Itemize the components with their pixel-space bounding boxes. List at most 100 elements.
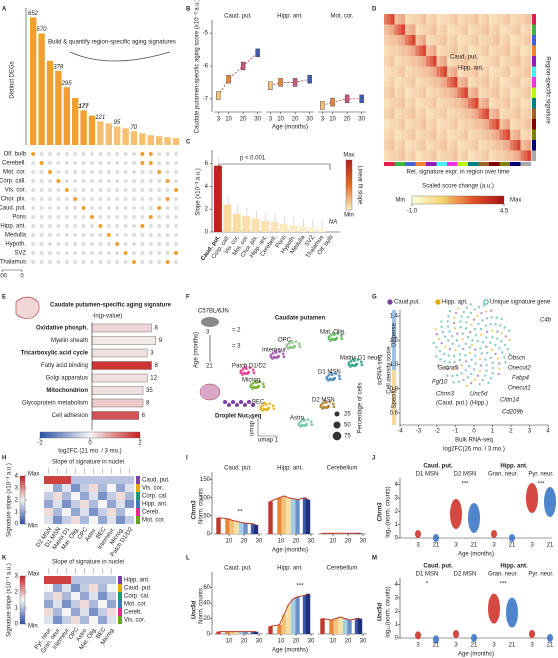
umap-point xyxy=(297,342,301,346)
heat-cell xyxy=(405,108,409,119)
tick-label: 2 xyxy=(15,498,19,504)
gene-point xyxy=(508,352,512,356)
legend-dot xyxy=(483,299,489,305)
tick-label: 10 xyxy=(226,639,233,645)
heat-cell xyxy=(436,108,441,119)
tick-label: 30 xyxy=(308,539,315,545)
heat-cell xyxy=(513,14,518,25)
gene-point xyxy=(497,372,500,376)
label: -ln(p-value) xyxy=(92,314,122,320)
umap-point xyxy=(251,368,255,372)
heat-cell xyxy=(419,24,423,35)
heat-cell xyxy=(422,24,427,35)
label: Rel. signature expr. in region over time xyxy=(407,170,510,176)
colorbar xyxy=(19,475,26,525)
matrix-dot xyxy=(157,179,162,183)
heat-cell xyxy=(492,56,497,67)
label: log2FC(26 mo. / 3 mo.) xyxy=(443,447,505,453)
bar xyxy=(243,523,248,534)
matrix-dot xyxy=(73,215,78,219)
heat-cell xyxy=(503,108,507,119)
label: OPC xyxy=(278,338,292,344)
heat-cell xyxy=(71,476,80,484)
gene-point xyxy=(458,358,462,362)
box xyxy=(226,74,231,84)
heat-cell xyxy=(447,140,451,151)
violin xyxy=(433,635,439,644)
heat-cell xyxy=(53,516,62,524)
gene-point xyxy=(491,361,494,365)
heat-cell xyxy=(422,77,427,88)
tick-label: 10 xyxy=(225,117,232,123)
heat-cell xyxy=(440,56,444,67)
heat-cell xyxy=(387,119,392,130)
panel-label: M xyxy=(372,556,377,562)
heat-cell xyxy=(429,66,434,77)
heat-cell xyxy=(71,492,80,500)
label: Hipp. ant. xyxy=(124,578,150,584)
heat-cell xyxy=(454,66,458,77)
label: Corp. cal. xyxy=(142,494,168,500)
heat-cell xyxy=(506,35,511,46)
gene-point xyxy=(507,329,511,332)
gene-point xyxy=(453,360,456,364)
gene-point xyxy=(452,321,456,325)
violin xyxy=(471,634,477,642)
matrix-dot xyxy=(115,233,120,237)
matrix-dot xyxy=(31,197,36,201)
heat-cell xyxy=(401,45,406,56)
bar xyxy=(279,224,288,232)
gene-point xyxy=(489,377,493,380)
heat-cell xyxy=(464,150,469,161)
gene-point xyxy=(435,346,438,349)
matrix-dot xyxy=(90,224,94,228)
umap-point xyxy=(360,363,364,367)
heat-cell xyxy=(468,150,472,161)
heat-cell xyxy=(468,14,472,25)
heat-cell xyxy=(499,35,504,46)
heat-cell xyxy=(44,616,53,624)
heat-cell xyxy=(499,24,504,35)
trend-line xyxy=(270,593,309,627)
heat-cell xyxy=(408,129,413,140)
matrix-dot xyxy=(123,260,128,264)
heat-cell xyxy=(471,45,476,56)
heat-cell xyxy=(89,616,98,624)
bar xyxy=(320,618,325,634)
heat-cell xyxy=(496,77,500,88)
matrix-dot xyxy=(90,251,94,255)
box xyxy=(255,48,260,58)
umap-point xyxy=(294,340,298,344)
gene-point xyxy=(472,368,476,371)
matrix-dot xyxy=(98,206,103,210)
heat-cell xyxy=(429,108,434,119)
heat-cell xyxy=(492,140,497,151)
heat-cell xyxy=(492,45,497,56)
tick-label: 2 xyxy=(138,441,142,447)
heat-cell xyxy=(457,108,462,119)
heat-cell xyxy=(405,129,409,140)
heat-cell xyxy=(454,14,458,25)
matrix-dot xyxy=(106,188,111,192)
heat-cell xyxy=(419,66,423,77)
gene-point xyxy=(498,347,501,350)
label: Max xyxy=(28,572,39,578)
heat-cell xyxy=(513,129,518,140)
label: Vis. cor. xyxy=(5,188,27,194)
matrix-dot xyxy=(165,161,170,165)
umap-point xyxy=(242,371,246,375)
panel-label: B xyxy=(186,7,191,13)
bar xyxy=(91,386,144,395)
matrix-dot xyxy=(73,152,78,156)
heat-cell xyxy=(44,584,53,592)
label: Microg. xyxy=(242,378,262,384)
matrix-dot xyxy=(132,251,136,255)
matrix-dot xyxy=(48,170,52,174)
gene-point xyxy=(494,352,497,356)
heat-cell xyxy=(433,35,437,46)
heat-cell xyxy=(394,77,399,88)
heat-cell xyxy=(62,500,71,508)
label: Min xyxy=(28,524,38,530)
heat-cell xyxy=(496,35,500,46)
gene-point xyxy=(491,336,494,339)
